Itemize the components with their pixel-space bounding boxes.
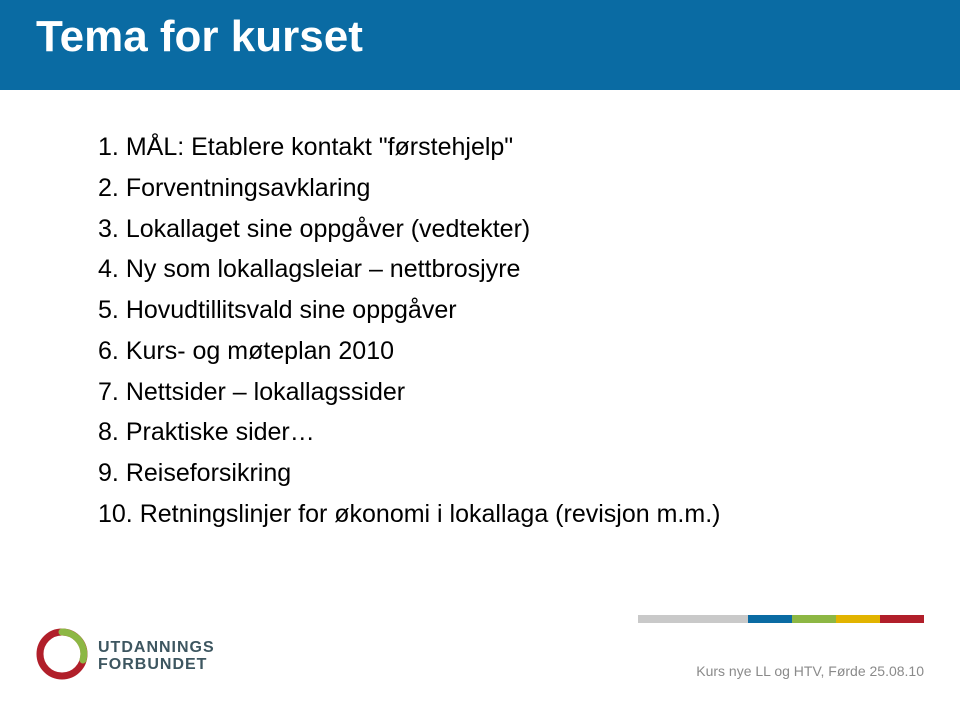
logo-ring-icon	[36, 628, 88, 685]
list-item: 4. Ny som lokallagsleiar – nettbrosjyre	[98, 250, 960, 289]
logo-text: UTDANNINGS FORBUNDET	[98, 640, 215, 674]
strip-segment	[748, 615, 792, 623]
strip-segment	[638, 615, 748, 623]
strip-segment	[792, 615, 836, 623]
content-area: 1. MÅL: Etablere kontakt "førstehjelp" 2…	[0, 90, 960, 534]
logo: UTDANNINGS FORBUNDET	[36, 628, 215, 685]
list-item: 9. Reiseforsikring	[98, 454, 960, 493]
topic-list: 1. MÅL: Etablere kontakt "førstehjelp" 2…	[98, 128, 960, 534]
strip-segment	[836, 615, 880, 623]
list-item: 10. Retningslinjer for økonomi i lokalla…	[98, 495, 960, 534]
list-item: 7. Nettsider – lokallagssider	[98, 373, 960, 412]
footer: UTDANNINGS FORBUNDET Kurs nye LL og HTV,…	[0, 609, 960, 709]
list-item: 3. Lokallaget sine oppgåver (vedtekter)	[98, 210, 960, 249]
slide-title: Tema for kurset	[36, 12, 363, 62]
list-item: 6. Kurs- og møteplan 2010	[98, 332, 960, 371]
list-item: 2. Forventningsavklaring	[98, 169, 960, 208]
list-item: 5. Hovudtillitsvald sine oppgåver	[98, 291, 960, 330]
brand-color-strip	[638, 615, 924, 623]
list-item: 1. MÅL: Etablere kontakt "førstehjelp"	[98, 128, 960, 167]
list-item: 8. Praktiske sider…	[98, 413, 960, 452]
title-bar: Tema for kurset	[0, 0, 960, 90]
footer-text: Kurs nye LL og HTV, Førde 25.08.10	[696, 663, 924, 679]
strip-segment	[880, 615, 924, 623]
